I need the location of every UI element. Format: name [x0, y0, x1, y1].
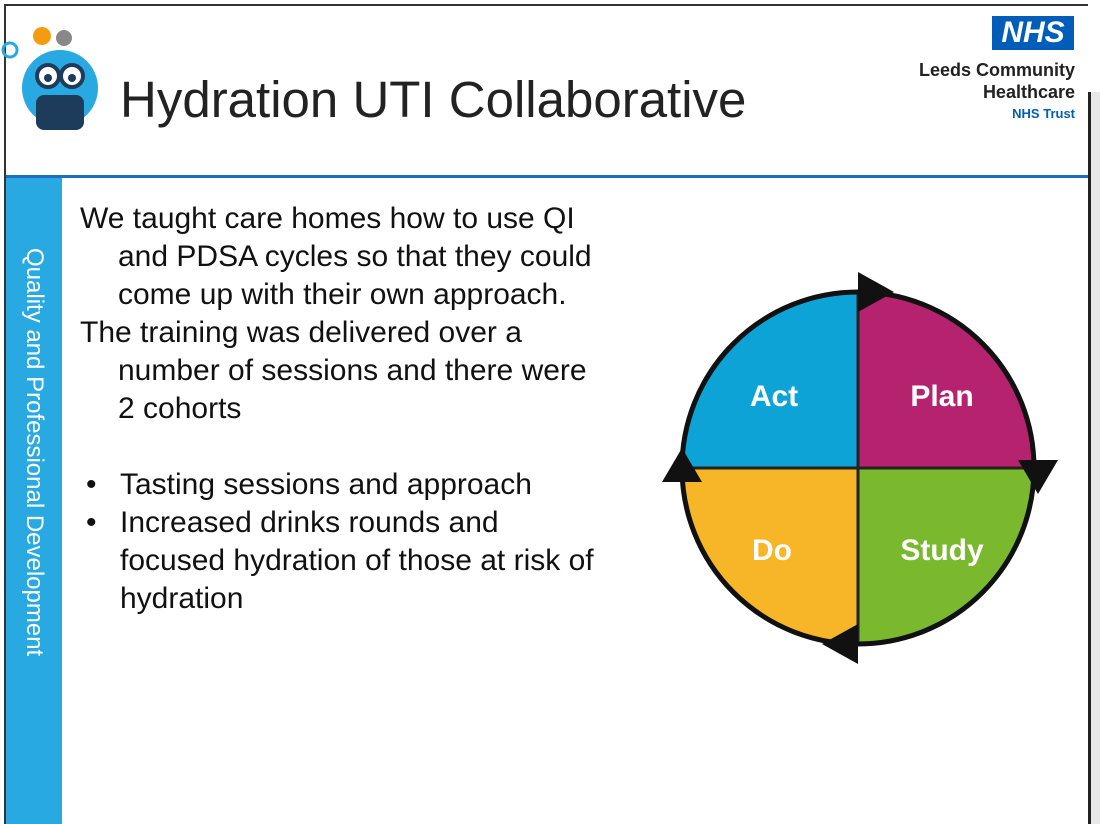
nhs-badge: NHS — [992, 16, 1074, 50]
pdsa-cycle: Act Plan Do Study — [640, 260, 1070, 680]
bullet-list: Tasting sessions and approach Increased … — [80, 466, 600, 618]
org-name: Healthcare — [983, 82, 1075, 103]
page: Hydration UTI Collaborative NHS Leeds Co… — [0, 0, 1100, 824]
cycle-label: Do — [752, 534, 792, 567]
paragraph: We taught care homes how to use QI and P… — [80, 200, 600, 314]
slide-title: Hydration UTI Collaborative — [120, 70, 746, 129]
cycle-label: Act — [750, 380, 798, 413]
paragraph: The training was delivered over a number… — [80, 314, 600, 428]
bullet: Tasting sessions and approach — [120, 466, 600, 504]
slide-body: We taught care homes how to use QI and P… — [80, 200, 600, 618]
next-slide-edge — [1088, 92, 1100, 824]
cycle-label: Study — [900, 534, 984, 567]
header-rule — [6, 175, 1088, 178]
bullet: Increased drinks rounds and focused hydr… — [120, 504, 600, 618]
logo-icon — [0, 0, 120, 140]
sidebar: Quality and Professional Development — [6, 178, 62, 824]
cycle-label: Plan — [910, 380, 973, 413]
org-name: Leeds Community — [919, 60, 1075, 81]
trust-name: NHS Trust — [1012, 106, 1075, 121]
sidebar-label: Quality and Professional Development — [20, 248, 48, 656]
